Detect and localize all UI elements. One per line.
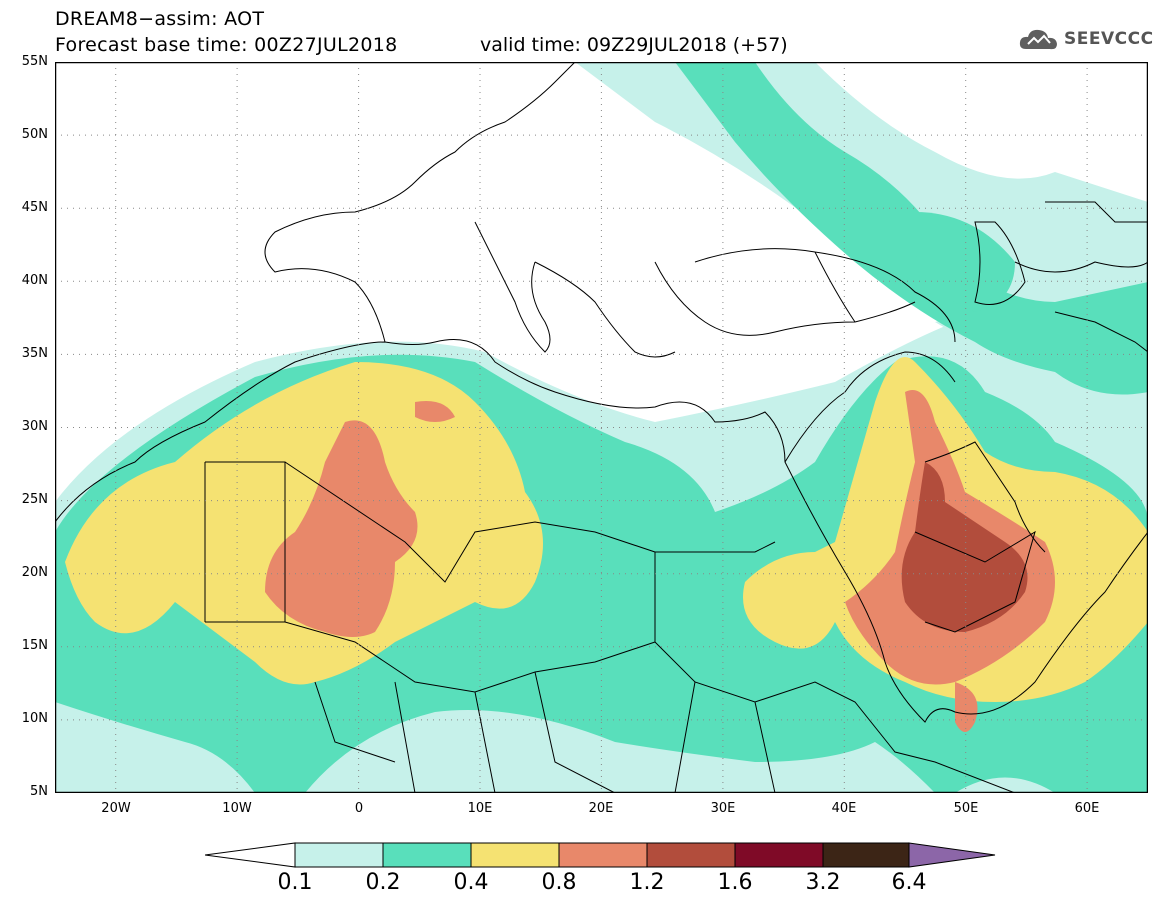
colorbar-label-0: 0.1 [277, 870, 313, 895]
lat-label-15n: 15N [21, 638, 48, 653]
lat-label-20n: 20N [21, 565, 48, 580]
lon-label-10e: 10E [467, 801, 493, 816]
lat-label-45n: 45N [21, 200, 48, 215]
cloud-icon [1019, 29, 1057, 50]
lon-label-0: 0 [354, 801, 364, 816]
aot-map [55, 62, 1148, 793]
colorbar-label-1: 0.2 [365, 870, 401, 895]
colorbar-label-7: 6.4 [891, 870, 927, 895]
lon-label-20e: 20E [588, 801, 614, 816]
lat-label-10n: 10N [21, 711, 48, 726]
colorbar [205, 842, 996, 868]
lat-label-25n: 25N [21, 492, 48, 507]
lat-label-5n: 5N [30, 784, 48, 799]
colorbar-label-5: 1.6 [717, 870, 753, 895]
colorbar-under [205, 842, 296, 868]
map-frame [55, 62, 1148, 793]
lon-label-50e: 50E [953, 801, 979, 816]
colorbar-label-3: 0.8 [541, 870, 577, 895]
valid-time: valid time: 09Z29JUL2018 (+57) [480, 34, 788, 56]
lat-label-30n: 30N [21, 419, 48, 434]
coastlines [55, 62, 1148, 793]
lat-label-40n: 40N [21, 273, 48, 288]
title-line-1: DREAM8−assim: AOT [55, 8, 265, 30]
colorbar-label-4: 1.2 [629, 870, 665, 895]
title-line-2: Forecast base time: 00Z27JUL2018 [55, 34, 398, 56]
colorbar-label-6: 3.2 [805, 870, 841, 895]
lat-label-35n: 35N [21, 346, 48, 361]
colorbar-bin-1 [382, 842, 472, 868]
seevccc-logo: SEEVCCC [1018, 24, 1154, 54]
colorbar-bin-4 [646, 842, 736, 868]
colorbar-label-2: 0.4 [453, 870, 489, 895]
colorbar-bin-3 [558, 842, 648, 868]
lat-label-50n: 50N [21, 127, 48, 142]
colorbar-bin-0 [294, 842, 384, 868]
lon-label-30e: 30E [710, 801, 736, 816]
colorbar-bin-6 [822, 842, 910, 868]
lon-label-60e: 60E [1074, 801, 1100, 816]
lon-label-20w: 20W [101, 801, 131, 816]
aot-field [55, 62, 1148, 793]
grid [55, 62, 1148, 793]
colorbar-over [908, 842, 996, 868]
lon-label-40e: 40E [831, 801, 857, 816]
colorbar-bin-5 [734, 842, 824, 868]
lon-label-10w: 10W [222, 801, 252, 816]
logo-text: SEEVCCC [1064, 29, 1154, 49]
lat-label-55n: 55N [21, 54, 48, 69]
colorbar-bin-2 [470, 842, 560, 868]
